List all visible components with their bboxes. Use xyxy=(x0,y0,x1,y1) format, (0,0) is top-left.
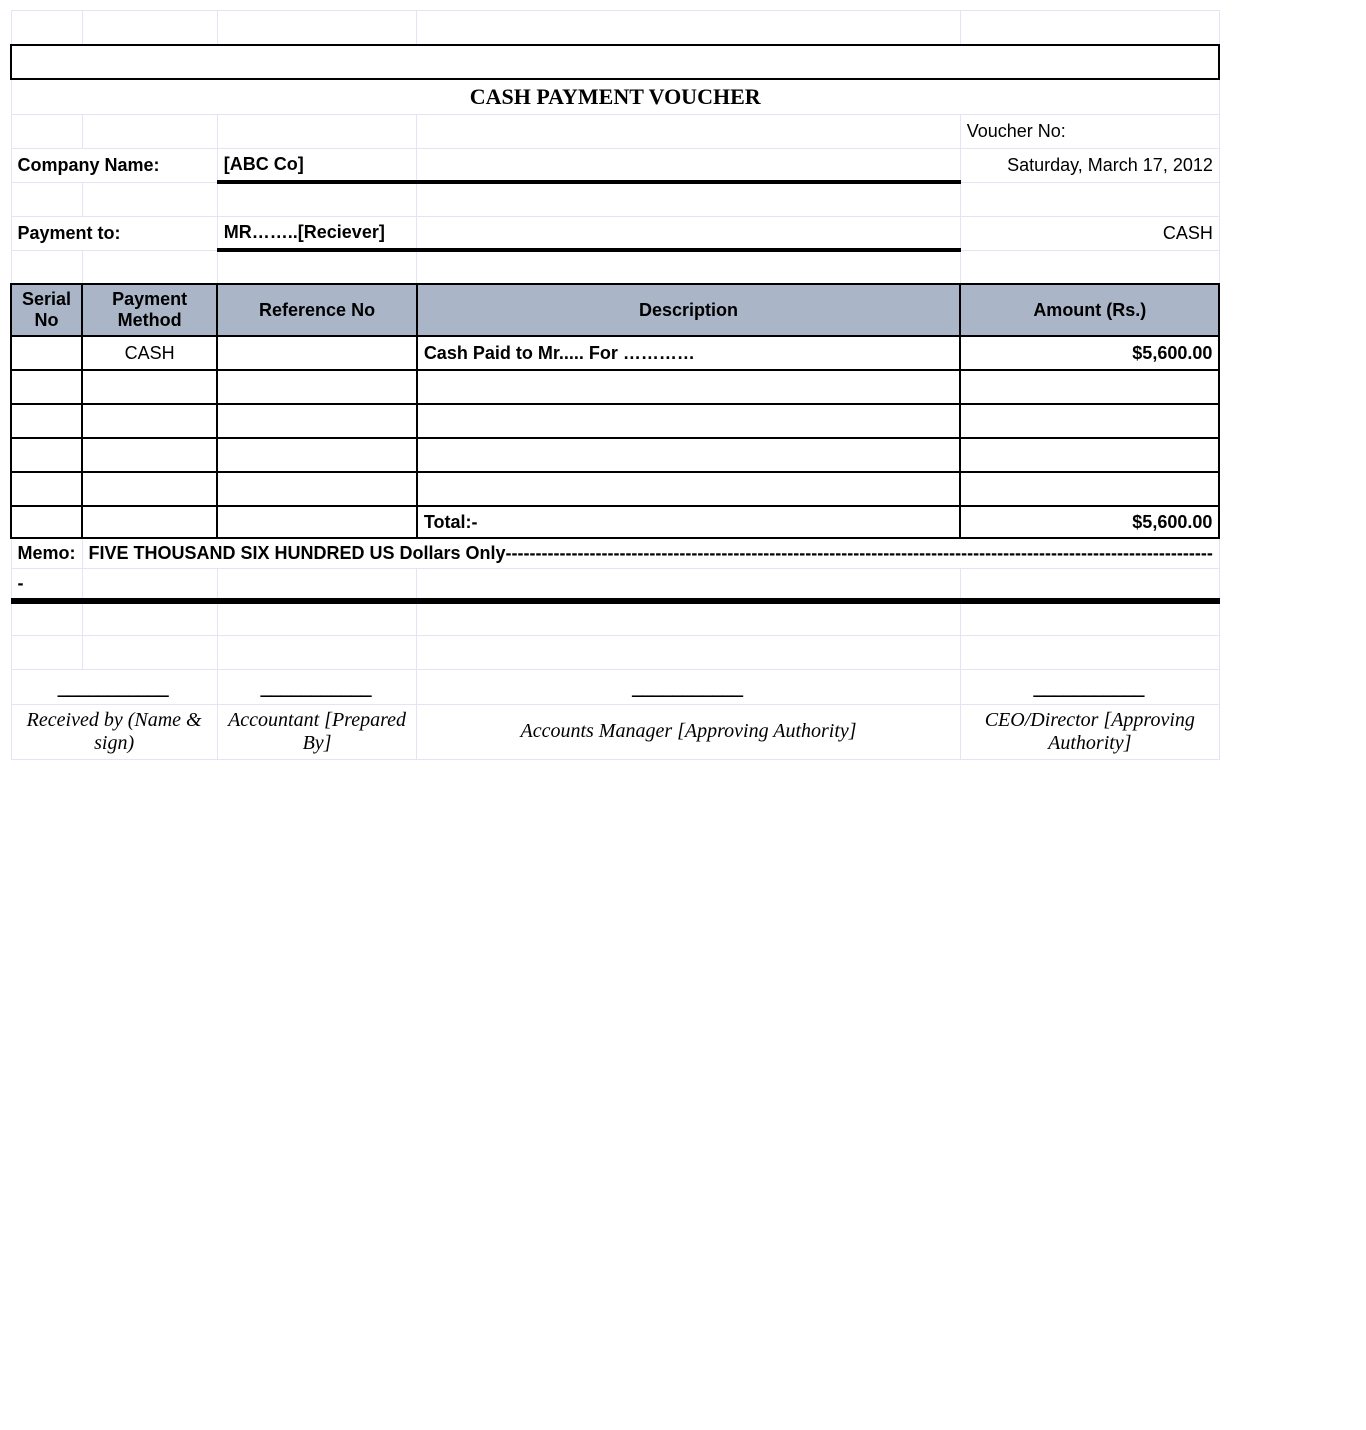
voucher-no-label: Voucher No: xyxy=(960,114,1219,148)
sig-received: Received by (Name & sign) xyxy=(11,704,217,759)
table-header-row: Serial No Payment Method Reference No De… xyxy=(11,284,1219,336)
memo-label: Memo: xyxy=(11,538,82,569)
col-serial: Serial No xyxy=(11,284,82,336)
payment-to-value: MR……..[Reciever] xyxy=(217,216,417,250)
table-row xyxy=(11,404,1219,438)
table-row xyxy=(11,438,1219,472)
cell-method: CASH xyxy=(82,336,217,370)
cell-amount: $5,600.00 xyxy=(960,336,1219,370)
company-name-value: [ABC Co] xyxy=(217,148,417,182)
table-row xyxy=(11,472,1219,506)
col-method: Payment Method xyxy=(82,284,217,336)
voucher-date: Saturday, March 17, 2012 xyxy=(960,148,1219,182)
table-row xyxy=(11,370,1219,404)
col-amount: Amount (Rs.) xyxy=(960,284,1219,336)
sig-line: ___________ xyxy=(217,669,417,704)
sig-accountant: Accountant [Prepared By] xyxy=(217,704,417,759)
col-ref: Reference No xyxy=(217,284,417,336)
table-row: CASH Cash Paid to Mr..... For ………… $5,60… xyxy=(11,336,1219,370)
sig-ceo: CEO/Director [Approving Authority] xyxy=(960,704,1219,759)
payment-to-label: Payment to: xyxy=(11,216,217,250)
total-amount: $5,600.00 xyxy=(960,506,1219,538)
sig-line: ___________ xyxy=(960,669,1219,704)
voucher-title: CASH PAYMENT VOUCHER xyxy=(11,79,1219,115)
voucher-table: CASH PAYMENT VOUCHER Voucher No: Company… xyxy=(10,10,1220,760)
col-desc: Description xyxy=(417,284,960,336)
dash-cell: - xyxy=(11,569,82,602)
payment-type: CASH xyxy=(960,216,1219,250)
cell-desc: Cash Paid to Mr..... For ………… xyxy=(417,336,960,370)
sig-line: ___________ xyxy=(417,669,960,704)
total-row: Total:- $5,600.00 xyxy=(11,506,1219,538)
logo-box xyxy=(11,45,1219,79)
memo-value: FIVE THOUSAND SIX HUNDRED US Dollars Onl… xyxy=(82,538,1219,569)
company-name-label: Company Name: xyxy=(11,148,217,182)
sig-manager: Accounts Manager [Approving Authority] xyxy=(417,704,960,759)
sig-line: ___________ xyxy=(11,669,217,704)
total-label: Total:- xyxy=(417,506,960,538)
